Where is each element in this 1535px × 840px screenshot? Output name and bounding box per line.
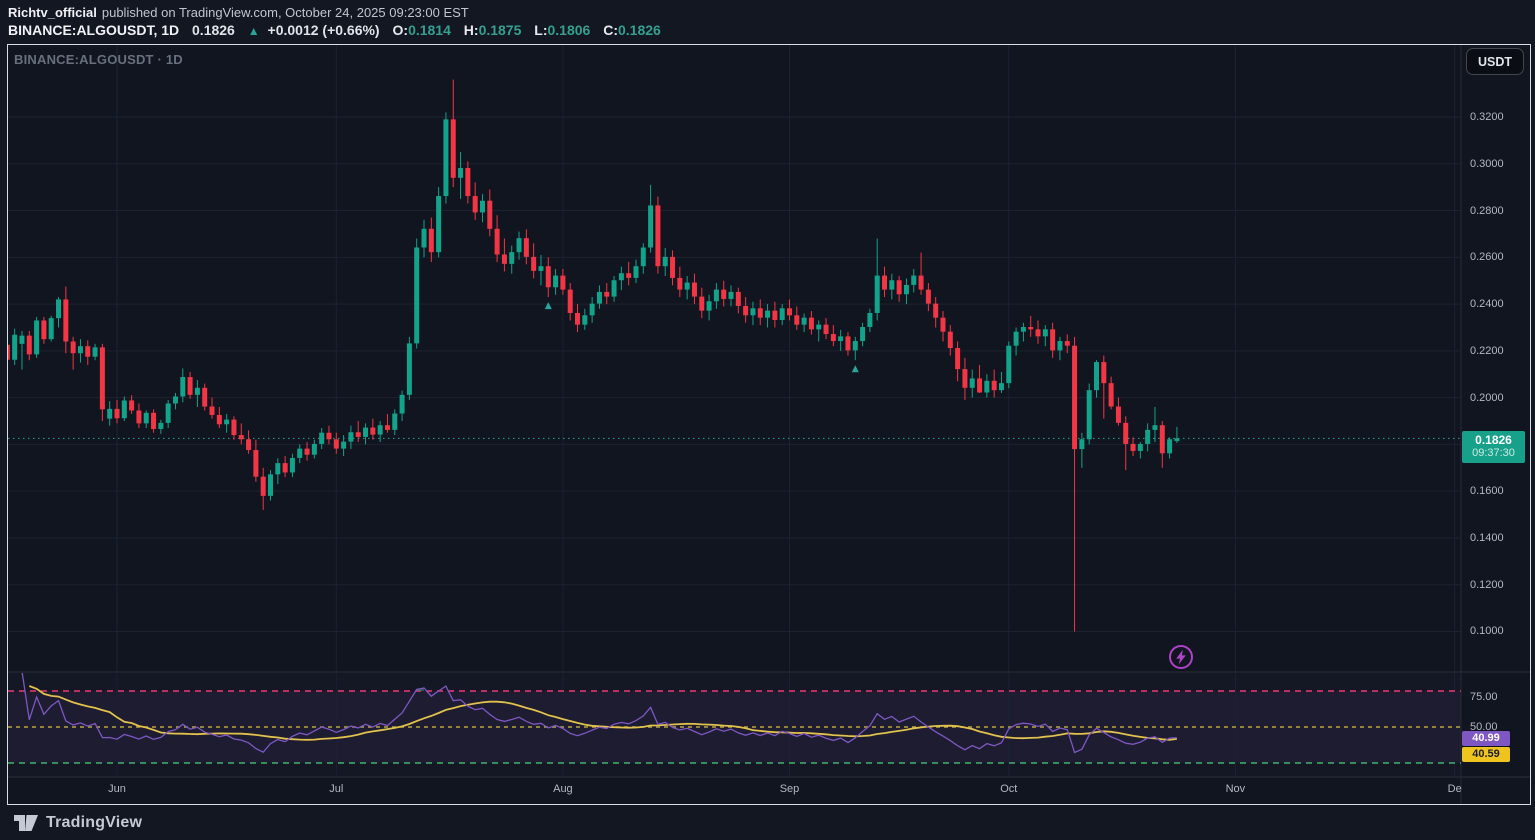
low-value: 0.1806 [547,22,591,38]
time-axis-label: Oct [1000,783,1018,795]
price-tick-label: 0.2000 [1470,391,1504,404]
time-axis-label: De [1447,783,1462,795]
price-tick-label: 0.1600 [1470,485,1504,498]
header: Richtv_official published on TradingView.… [0,0,1535,44]
change-up-arrow-icon: ▲ [247,24,260,38]
low-label: L: [534,22,548,38]
open-value: 0.1814 [408,22,451,38]
currency-toggle-button[interactable]: USDT [1466,48,1524,75]
ohlc-high: H:0.1875 [464,22,522,38]
price-tick-label: 0.2600 [1470,251,1504,264]
price-tick-label: 0.1400 [1470,531,1504,544]
time-axis-label: Sep [779,783,800,795]
byline-text: published on TradingView.com, October 24… [101,5,469,20]
time-axis-label: Nov [1225,783,1246,795]
price-tick-label: 0.2800 [1470,204,1504,217]
symbol-title: BINANCE:ALGOUSDT, 1D [8,22,180,38]
lightning-boost-icon[interactable] [1168,644,1194,670]
open-label: O: [392,22,409,38]
ohlc-low: L:0.1806 [534,22,590,38]
chart-frame: BINANCE:ALGOUSDT · 1D USDT 0.3200 0.3000 0… [7,44,1531,805]
current-price-label: 0.1826 09:37:30 [1462,431,1525,463]
rsi-value-label: 40.99 [1462,731,1510,746]
price-change: +0.0012 (+0.66%) [267,22,380,38]
price-tick-label: 0.2400 [1470,298,1504,311]
last-price: 0.1826 [192,22,235,38]
bar-countdown: 09:37:30 [1472,447,1515,459]
price-tick-label: 0.1200 [1470,578,1504,591]
high-label: H: [463,22,479,38]
close-label: C: [603,22,618,38]
time-axis-label: Jun [108,783,126,795]
price-tick-label: 0.3200 [1470,111,1504,123]
ohlc-close: C:0.1826 [603,22,661,38]
tradingview-logo[interactable]: TradingView [14,813,142,833]
chart-canvas[interactable] [8,45,1530,804]
tradingview-logo-icon [14,815,38,831]
byline: Richtv_official published on TradingView.… [8,5,469,20]
time-axis-label: Aug [553,783,573,795]
time-axis-label: Jul [329,783,344,795]
price-tick-label: 0.3000 [1470,157,1504,170]
current-price-value: 0.1826 [1475,433,1512,447]
rsi-tick-label: 50.00 [1470,721,1498,733]
rsi-tick-label: 75.00 [1470,691,1498,703]
brand-name: TradingView [46,814,143,831]
footer-bar: TradingView [0,806,1535,840]
close-value: 0.1826 [618,22,661,38]
symbol-header: BINANCE:ALGOUSDT, 1D 0.1826 ▲ +0.0012 (+… [8,22,670,38]
chart-watermark: BINANCE:ALGOUSDT · 1D [14,52,183,67]
price-tick-label: 0.1000 [1470,625,1504,638]
rsi-ma-value-label: 40.59 [1462,747,1510,762]
ohlc-open: O:0.1814 [393,22,451,38]
author-name: Richtv_official [8,5,97,20]
price-tick-label: 0.2200 [1470,344,1504,357]
high-value: 0.1875 [478,22,522,38]
